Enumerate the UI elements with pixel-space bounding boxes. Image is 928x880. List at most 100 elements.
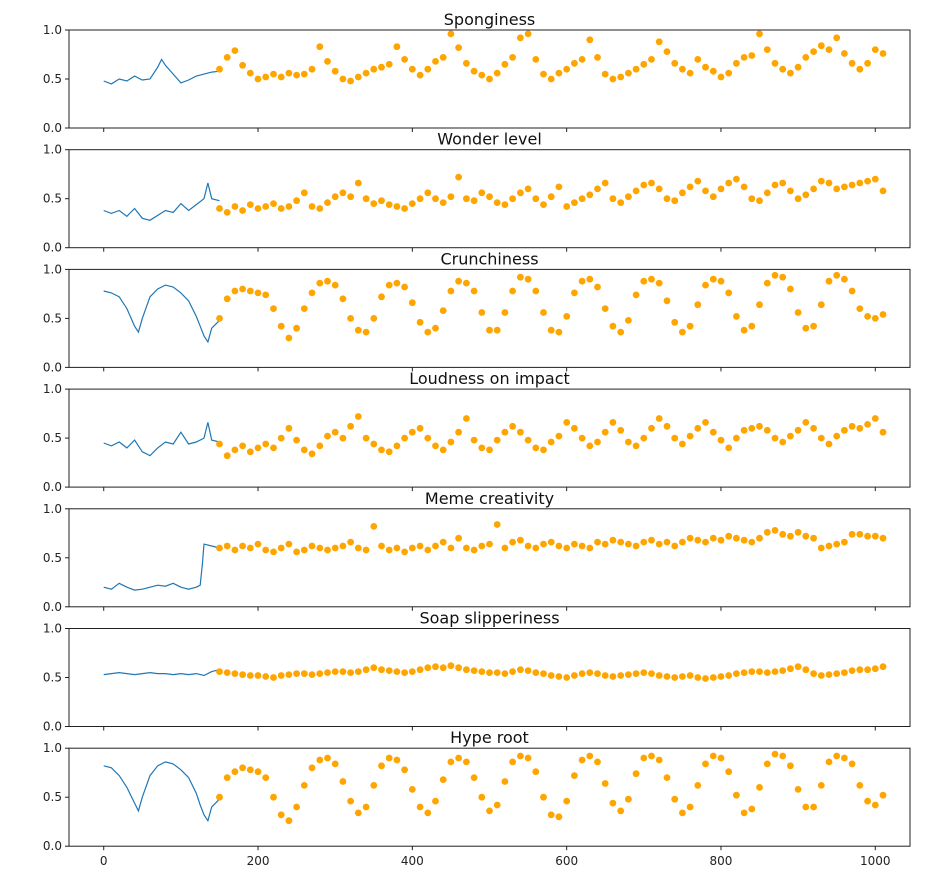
forecast-point (779, 438, 787, 446)
forecast-point (216, 793, 223, 801)
forecast-point (571, 772, 578, 779)
forecast-point (246, 448, 254, 456)
forecast-point (439, 54, 447, 61)
forecast-point (239, 542, 247, 550)
forecast-point (632, 442, 640, 450)
forecast-point (748, 668, 756, 675)
forecast-point (594, 670, 601, 677)
forecast-point (254, 205, 262, 212)
forecast-point (262, 203, 270, 210)
forecast-point (416, 71, 424, 79)
forecast-point (254, 289, 262, 297)
forecast-point (871, 532, 879, 540)
forecast-point (825, 179, 833, 187)
forecast-point (300, 446, 308, 454)
forecast-point (517, 428, 524, 436)
forecast-point (810, 424, 817, 432)
forecast-point (640, 277, 648, 285)
forecast-point (270, 70, 277, 78)
forecast-point (478, 189, 486, 197)
forecast-point (524, 185, 532, 193)
forecast-point (655, 185, 663, 193)
forecast-point (354, 544, 362, 552)
forecast-point (246, 287, 254, 295)
forecast-point (285, 424, 293, 432)
forecast-point (617, 538, 625, 546)
forecast-point (362, 195, 370, 203)
forecast-point (300, 189, 308, 197)
forecast-point (679, 809, 686, 817)
forecast-point (331, 67, 339, 75)
forecast-point (709, 534, 717, 542)
panel-5: 0.0 0.5 1.0 Meme creativity (43, 489, 911, 614)
forecast-point (871, 315, 879, 322)
forecast-point (763, 46, 771, 53)
forecast-point (763, 426, 771, 434)
forecast-point (231, 446, 239, 454)
forecast-point (802, 666, 810, 674)
forecast-point (354, 73, 362, 81)
forecast-point (439, 664, 447, 672)
forecast-point (447, 662, 455, 670)
forecast-point (740, 54, 748, 61)
forecast-point (439, 776, 447, 783)
forecast-point (679, 440, 686, 448)
forecast-point (756, 784, 763, 791)
forecast-point (324, 277, 331, 285)
forecast-point (601, 305, 609, 312)
forecast-point (262, 291, 270, 299)
forecast-point (655, 38, 663, 46)
forecast-point (501, 670, 509, 677)
forecast-point (841, 50, 848, 57)
forecast-point (879, 534, 887, 542)
forecast-point (694, 56, 702, 63)
forecast-point (324, 546, 331, 554)
forecast-point (439, 538, 447, 546)
forecast-point (354, 326, 362, 334)
forecast-point (524, 542, 532, 550)
forecast-point (347, 422, 354, 430)
forecast-point (416, 803, 424, 811)
forecast-point (686, 69, 694, 77)
forecast-point (617, 672, 625, 679)
panel-title: Wonder level (437, 130, 542, 149)
forecast-point (447, 193, 455, 201)
forecast-point (300, 305, 308, 312)
forecast-point (339, 75, 347, 83)
forecast-point (686, 534, 694, 542)
forecast-point (331, 668, 339, 675)
forecast-point (331, 428, 339, 436)
forecast-point (547, 811, 555, 819)
forecast-point (794, 426, 802, 434)
forecast-point (416, 318, 424, 326)
forecast-point (817, 672, 825, 679)
history-line (103, 543, 220, 591)
forecast-point (632, 187, 640, 195)
forecast-point (524, 436, 532, 444)
forecast-point (378, 293, 385, 301)
forecast-point (385, 201, 393, 209)
forecast-point (463, 195, 470, 203)
forecast-point (277, 434, 285, 442)
forecast-point (740, 326, 748, 334)
forecast-point (262, 73, 270, 81)
forecast-point (709, 428, 717, 436)
forecast-point (331, 281, 339, 289)
forecast-point (447, 758, 455, 766)
forecast-point (478, 542, 486, 550)
forecast-point (455, 664, 462, 672)
forecast-point (339, 778, 347, 785)
forecast-point (848, 287, 856, 295)
forecast-point (740, 809, 748, 817)
forecast-point (648, 56, 655, 63)
forecast-point (879, 50, 887, 57)
forecast-point (354, 668, 362, 675)
y-tick-label: 0.5 (43, 431, 62, 445)
forecast-point (432, 797, 439, 805)
forecast-point (231, 47, 239, 54)
forecast-point (285, 203, 293, 210)
forecast-point (470, 287, 478, 295)
forecast-point (362, 328, 370, 336)
forecast-point (385, 667, 393, 674)
forecast-point (686, 672, 694, 679)
